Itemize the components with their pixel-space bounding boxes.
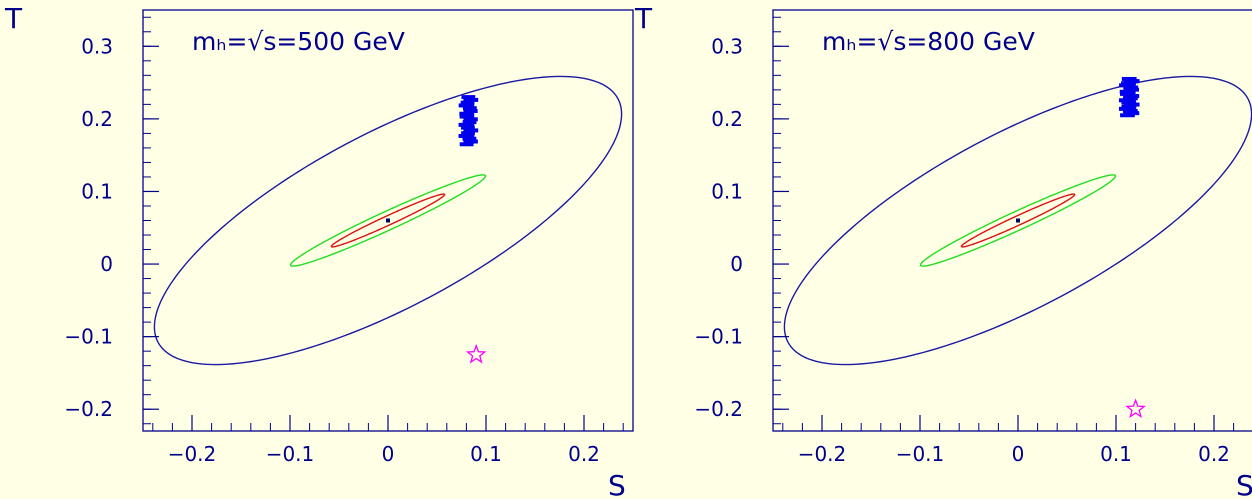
ellipse-outer: [153, 75, 623, 366]
model-points-cluster: [458, 95, 479, 147]
model-point: [1124, 94, 1140, 99]
model-point: [1124, 79, 1140, 84]
star-marker: [1125, 398, 1146, 419]
best-fit-point: [386, 218, 390, 223]
model-point: [1124, 102, 1140, 107]
model-point: [1122, 108, 1138, 113]
y-tick-label: 0: [730, 252, 743, 276]
model-point: [462, 106, 477, 111]
star-marker: [465, 343, 487, 364]
x-tick-label: 0.1: [1100, 442, 1132, 466]
axis-ticks: −0.2 −0.1 0 0.1 0.2 −0.2 −0.1 0 0.1 0.2 0.3: [64, 16, 624, 466]
model-point: [459, 142, 474, 147]
x-axis-title: S: [608, 469, 626, 499]
model-point: [1124, 111, 1140, 116]
x-axis-title: S: [1236, 469, 1252, 499]
model-point: [1123, 85, 1139, 90]
panel-title: mₕ=√s=800 GeV: [822, 27, 1035, 56]
model-point: [1118, 98, 1134, 103]
model-point: [458, 122, 473, 127]
y-tick-label: −0.2: [64, 397, 113, 421]
model-point: [1119, 91, 1135, 96]
y-tick-label: −0.2: [694, 397, 743, 421]
model-point: [1121, 104, 1137, 109]
y-tick-label: 0.3: [81, 34, 113, 58]
model-point: [458, 103, 473, 108]
model-point: [462, 120, 477, 125]
model-point: [459, 114, 474, 119]
model-point: [462, 136, 477, 141]
x-tick-label: −0.1: [896, 442, 945, 466]
y-axis-title: T: [634, 2, 653, 35]
chart-panel-500-gev: −0.2 −0.1 0 0.1 0.2 −0.2 −0.1 0 0.1 0.2 0.3 mₕ=√s=…: [4, 2, 634, 499]
ellipse-green: [919, 174, 1117, 267]
y-tick-label: −0.1: [694, 325, 743, 349]
ellipse-green: [289, 174, 487, 267]
model-point: [1119, 89, 1135, 94]
model-point: [1119, 83, 1134, 88]
model-point: [1123, 96, 1138, 101]
model-point: [461, 125, 475, 130]
model-point: [1120, 113, 1135, 118]
x-tick-label: 0.2: [1198, 442, 1230, 466]
model-point: [458, 133, 473, 138]
chart-panel-800-gev: −0.2 −0.1 0 0.1 0.2 −0.2 −0.1 0 0.1 0.2 0.3 mₕ=√s=…: [634, 2, 1252, 499]
ellipse-red: [960, 193, 1076, 248]
model-point: [1121, 81, 1136, 86]
model-point: [1121, 100, 1137, 105]
x-tick-label: 0.1: [470, 442, 502, 466]
data-marks: [783, 75, 1252, 419]
model-point: [463, 108, 478, 113]
x-tick-label: 0.2: [568, 442, 600, 466]
panel-title: mₕ=√s=500 GeV: [192, 27, 405, 56]
model-point: [464, 117, 478, 122]
ellipse-red: [330, 193, 446, 248]
x-tick-label: −0.1: [266, 442, 315, 466]
y-tick-label: 0.3: [711, 34, 743, 58]
model-point: [1121, 76, 1137, 81]
model-points-cluster: [1118, 76, 1140, 118]
best-fit-point: [1016, 218, 1020, 223]
model-point: [461, 131, 475, 136]
y-axis-title: T: [4, 2, 23, 35]
y-tick-label: 0.1: [711, 179, 743, 203]
y-tick-label: 0.2: [711, 107, 743, 131]
model-point: [464, 97, 479, 102]
model-point: [464, 128, 479, 133]
y-tick-label: 0: [100, 252, 113, 276]
ellipse-outer: [783, 75, 1252, 366]
model-point: [464, 139, 478, 144]
model-point: [460, 100, 475, 105]
y-tick-label: −0.1: [64, 325, 113, 349]
model-point: [461, 95, 476, 100]
y-tick-label: 0.1: [81, 179, 113, 203]
x-tick-label: 0: [1012, 442, 1025, 466]
model-point: [1124, 87, 1139, 92]
x-tick-label: 0: [382, 442, 395, 466]
x-tick-label: −0.2: [168, 442, 217, 466]
x-tick-label: −0.2: [798, 442, 847, 466]
model-point: [1118, 106, 1134, 111]
y-tick-label: 0.2: [81, 107, 113, 131]
axis-ticks: −0.2 −0.1 0 0.1 0.2 −0.2 −0.1 0 0.1 0.2 0.3: [694, 16, 1235, 466]
data-marks: [153, 75, 623, 366]
model-point: [459, 111, 474, 116]
